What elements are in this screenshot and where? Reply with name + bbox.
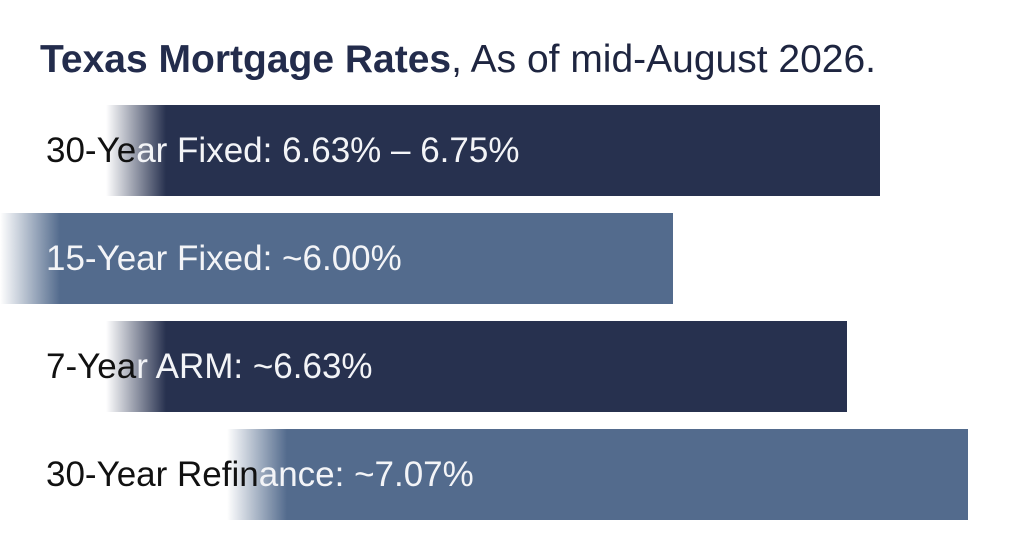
chart-title: Texas Mortgage Rates, As of mid-August 2… (40, 30, 876, 90)
chart-title-rest: , As of mid-August 2026. (451, 38, 876, 81)
bar-30-year-fixed (105, 105, 880, 196)
bar-7-year-arm (105, 321, 847, 412)
bar-label: 7-Year ARM: ~6.63% (46, 347, 373, 386)
bar-label: 30-Year Fixed: 6.63% – 6.75% (46, 131, 520, 170)
bar-label: 30-Year Refinance: ~7.07% (46, 455, 474, 494)
bar-label: 15-Year Fixed: ~6.00% (46, 239, 402, 278)
chart-title-bold: Texas Mortgage Rates (40, 38, 452, 81)
bar-30-year-refinance (226, 429, 968, 520)
bar-15-year-fixed (0, 213, 674, 304)
